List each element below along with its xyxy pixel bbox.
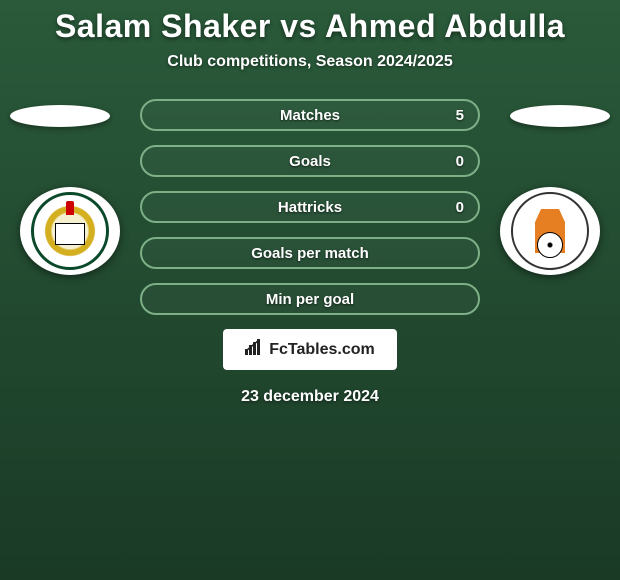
stat-label: Hattricks xyxy=(278,199,342,216)
stat-row-goals-per-match: Goals per match xyxy=(140,237,480,269)
stat-label: Goals per match xyxy=(251,245,369,262)
stat-row-hattricks: Hattricks 0 xyxy=(140,191,480,223)
player-right-marker xyxy=(510,105,610,127)
stats-list: Matches 5 Goals 0 Hattricks 0 Goals per … xyxy=(140,99,480,315)
ajman-crest-icon xyxy=(511,192,589,270)
stat-row-goals: Goals 0 xyxy=(140,145,480,177)
brand-badge[interactable]: FcTables.com xyxy=(223,329,397,370)
club-logo-right xyxy=(500,187,600,275)
club-logo-left xyxy=(20,187,120,275)
stat-row-matches: Matches 5 xyxy=(140,99,480,131)
stat-label: Min per goal xyxy=(266,291,354,308)
player-left-marker xyxy=(10,105,110,127)
date-label: 23 december 2024 xyxy=(10,388,610,406)
stat-row-min-per-goal: Min per goal xyxy=(140,283,480,315)
stat-value: 0 xyxy=(456,153,464,170)
bar-chart-icon xyxy=(245,339,263,360)
ittihad-kalba-crest-icon xyxy=(31,192,109,270)
brand-text: FcTables.com xyxy=(269,341,375,359)
page-title: Salam Shaker vs Ahmed Abdulla xyxy=(0,8,620,45)
content-area: Matches 5 Goals 0 Hattricks 0 Goals per … xyxy=(0,99,620,406)
page-subtitle: Club competitions, Season 2024/2025 xyxy=(0,53,620,71)
footer: FcTables.com 23 december 2024 xyxy=(10,329,610,406)
stat-value: 5 xyxy=(456,107,464,124)
header: Salam Shaker vs Ahmed Abdulla Club compe… xyxy=(0,0,620,71)
stat-value: 0 xyxy=(456,199,464,216)
stat-label: Goals xyxy=(289,153,331,170)
stat-label: Matches xyxy=(280,107,340,124)
